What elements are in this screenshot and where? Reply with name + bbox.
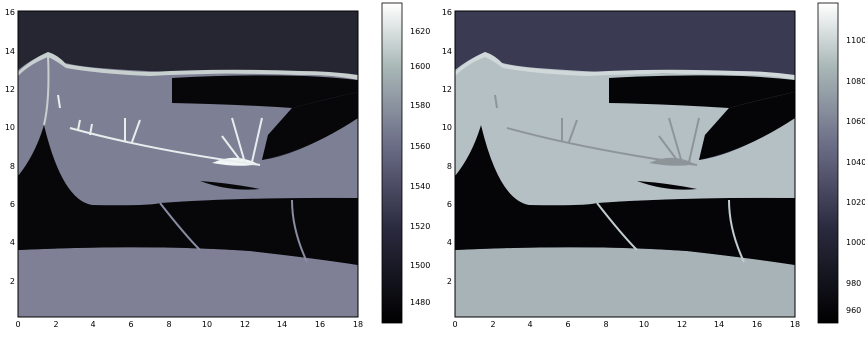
right-dark-lower [455, 125, 795, 265]
right-fault-2 [728, 199, 745, 263]
left-cb-tick: 1580 [410, 101, 430, 110]
left-x-axis: 0 2 4 6 8 10 12 14 16 18 [15, 320, 363, 329]
right-colorbar-ticks: 1100 1080 1060 1040 1020 1000 980 960 [846, 36, 865, 315]
left-dark-upper-right [172, 75, 358, 108]
left-xtick: 6 [128, 320, 133, 329]
left-cb-tick: 1520 [410, 222, 430, 231]
left-dark-lens [200, 181, 260, 190]
left-xtick: 0 [15, 320, 20, 329]
left-cb-tick: 1500 [410, 261, 430, 270]
left-xtick: 10 [202, 320, 212, 329]
left-xtick: 4 [90, 320, 95, 329]
right-cb-tick: 1080 [846, 77, 865, 86]
right-cb-tick: 960 [846, 306, 861, 315]
left-vent-conduit [43, 54, 50, 126]
left-ytick: 16 [5, 8, 15, 17]
left-xtick: 8 [166, 320, 171, 329]
left-ytick: 6 [10, 200, 15, 209]
right-xtick: 16 [752, 320, 762, 329]
left-ytick: 14 [5, 47, 15, 56]
right-x-axis: 0 2 4 6 8 10 12 14 16 18 [452, 320, 800, 329]
right-cb-tick: 980 [846, 279, 861, 288]
left-xtick: 14 [277, 320, 287, 329]
left-xtick: 16 [315, 320, 325, 329]
right-ytick: 8 [447, 162, 452, 171]
right-xtick: 18 [790, 320, 800, 329]
left-cb-tick: 1620 [410, 27, 430, 36]
right-ytick: 2 [447, 277, 452, 286]
left-cb-tick: 1560 [410, 142, 430, 151]
left-ytick: 4 [10, 238, 15, 247]
right-ytick: 4 [447, 238, 452, 247]
right-xtick: 4 [527, 320, 532, 329]
left-panel: 0 2 4 6 8 10 12 14 16 18 2 4 6 8 10 12 1… [5, 2, 430, 329]
right-basement [455, 247, 795, 317]
left-cb-tick: 1540 [410, 182, 430, 191]
right-xtick: 8 [603, 320, 608, 329]
left-ytick: 10 [5, 123, 15, 132]
right-ytick: 16 [442, 8, 452, 17]
left-dikes [57, 94, 263, 166]
right-xtick: 0 [452, 320, 457, 329]
left-ytick: 2 [10, 277, 15, 286]
right-xtick: 2 [490, 320, 495, 329]
left-cb-tick: 1480 [410, 298, 430, 307]
right-ytick: 6 [447, 200, 452, 209]
right-plot-frame [454, 10, 796, 318]
left-basement [18, 247, 358, 317]
left-colorbar [381, 2, 403, 324]
left-colorbar-ticks: 1620 1600 1580 1560 1540 1520 1500 1480 [410, 27, 430, 307]
left-fault-2 [291, 199, 308, 263]
left-ytick: 8 [10, 162, 15, 171]
right-cb-tick: 1000 [846, 238, 865, 247]
right-cb-tick: 1060 [846, 117, 865, 126]
right-y-axis: 2 4 6 8 10 12 14 16 [442, 8, 452, 286]
right-panel: 0 2 4 6 8 10 12 14 16 18 2 4 6 8 10 12 1… [442, 2, 865, 329]
right-xtick: 10 [639, 320, 649, 329]
left-cb-tick: 1600 [410, 62, 430, 71]
right-plot-area [454, 10, 796, 318]
right-xtick: 14 [714, 320, 724, 329]
right-colorbar [817, 2, 839, 324]
right-dark-wedge [699, 92, 795, 160]
left-fault-1 [159, 202, 201, 251]
right-cb-tick: 1040 [846, 158, 865, 167]
right-dikes [494, 94, 700, 166]
right-cb-tick: 1100 [846, 36, 865, 45]
left-y-axis: 2 4 6 8 10 12 14 16 [5, 8, 15, 286]
left-xtick: 18 [353, 320, 363, 329]
left-dark-wedge [262, 92, 358, 160]
right-xtick: 6 [565, 320, 570, 329]
left-surface-crust [18, 52, 358, 80]
right-dark-lens [637, 181, 697, 190]
right-ytick: 12 [442, 85, 452, 94]
left-ytick: 12 [5, 85, 15, 94]
right-cb-tick: 1020 [846, 198, 865, 207]
right-fault-1 [596, 202, 638, 251]
right-ytick: 10 [442, 123, 452, 132]
left-dark-lower [18, 125, 358, 265]
right-surface-crust [455, 52, 795, 80]
right-ytick: 14 [442, 47, 452, 56]
left-plot-frame [17, 10, 359, 318]
right-xtick: 12 [677, 320, 687, 329]
left-xtick: 12 [240, 320, 250, 329]
left-plot-area [17, 10, 359, 318]
right-dark-upper-right [609, 75, 795, 108]
left-xtick: 2 [53, 320, 58, 329]
